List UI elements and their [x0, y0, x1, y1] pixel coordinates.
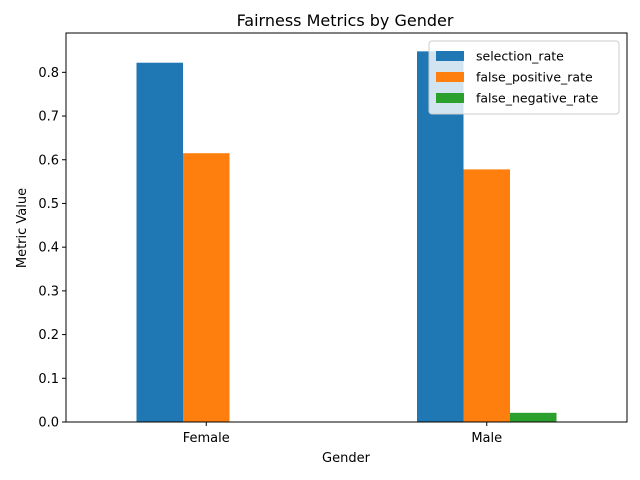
y-tick-label: 0.0 — [38, 416, 59, 431]
x-axis-label: Gender — [322, 451, 371, 466]
y-axis: 0.0 0.1 0.2 0.3 0.4 0.5 0.6 0.7 0.8 — [38, 66, 66, 431]
legend-label: false_negative_rate — [476, 91, 599, 106]
y-tick-label: 0.1 — [38, 372, 59, 387]
y-tick-label: 0.5 — [38, 197, 59, 212]
x-tick-label: Male — [471, 431, 502, 446]
y-tick-label: 0.2 — [38, 328, 59, 343]
y-tick-label: 0.6 — [38, 153, 59, 168]
bar-false-positive-rate-female — [183, 153, 230, 422]
x-tick-label: Female — [183, 431, 230, 446]
y-tick-label: 0.8 — [38, 66, 59, 81]
bar-selection-rate-female — [136, 62, 183, 422]
y-tick-label: 0.7 — [38, 110, 59, 125]
legend-swatch — [436, 72, 464, 82]
legend-swatch — [436, 51, 464, 61]
bar-false-negative-rate-male — [510, 412, 557, 422]
bar-false-positive-rate-male — [463, 169, 510, 422]
legend-label: false_positive_rate — [476, 70, 593, 85]
legend-swatch — [436, 93, 464, 103]
legend-label: selection_rate — [476, 49, 564, 64]
plot-frame — [65, 32, 628, 423]
x-axis: Female Male — [183, 422, 502, 446]
legend-box — [428, 40, 620, 115]
y-tick-label: 0.4 — [38, 241, 59, 256]
chart-title: Fairness Metrics by Gender — [237, 11, 454, 30]
y-tick-label: 0.3 — [38, 284, 59, 299]
y-axis-label: Metric Value — [15, 188, 30, 268]
legend: selection_rate false_positive_rate false_n… — [428, 40, 620, 115]
